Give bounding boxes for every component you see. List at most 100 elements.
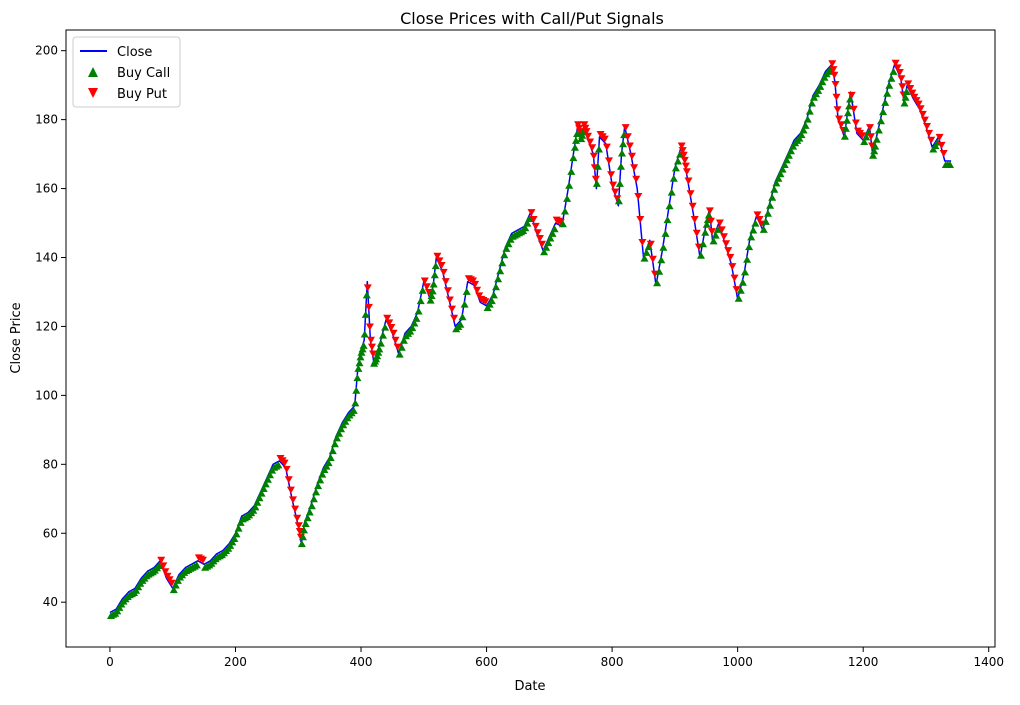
buy-put-marker <box>286 486 295 494</box>
buy-put-marker <box>720 233 728 241</box>
buy-call-marker <box>309 495 318 503</box>
buy-put-marker <box>611 188 620 196</box>
buy-put-marker <box>630 164 639 172</box>
buy-put-marker <box>868 142 877 150</box>
buy-call-marker <box>772 179 781 187</box>
legend: Close Buy Call Buy Put <box>72 36 181 108</box>
buy-put-marker <box>705 207 714 215</box>
y-tick-label: 60 <box>43 526 58 540</box>
buy-put-marker <box>527 209 536 217</box>
buy-put-marker <box>607 171 616 179</box>
buy-call-marker <box>704 211 713 219</box>
buy-call-marker <box>844 109 852 117</box>
buy-call-marker <box>307 502 316 510</box>
buy-call-marker <box>502 244 511 252</box>
buy-put-marker <box>634 193 643 200</box>
buy-call-marker <box>523 219 532 227</box>
y-tick-label: 120 <box>35 319 58 333</box>
buy-put-marker <box>294 522 303 530</box>
buy-put-marker <box>728 263 737 271</box>
buy-call-marker <box>569 154 578 162</box>
buy-put-marker <box>732 286 741 294</box>
buy-put-marker <box>435 257 444 265</box>
buy-put-marker <box>387 324 396 331</box>
x-axis: 0 200 400 600 800 1000 1200 1400 <box>106 647 1004 669</box>
buy-call-marker <box>676 150 685 158</box>
buy-call-marker <box>713 225 722 233</box>
buy-call-marker <box>900 99 909 107</box>
buy-put-marker <box>908 89 917 97</box>
buy-put-marker <box>686 190 695 198</box>
buy-put-marker <box>471 280 480 288</box>
buy-put-marker <box>586 138 595 146</box>
buy-call-marker <box>871 142 880 150</box>
x-tick-label: 200 <box>224 655 247 669</box>
buy-put-marker <box>623 133 632 141</box>
buy-put-marker <box>439 268 448 276</box>
x-tick-label: 1200 <box>848 655 879 669</box>
buy-put-marker <box>681 162 690 170</box>
buy-call-marker <box>615 179 624 187</box>
buy-call-marker <box>354 364 363 372</box>
y-tick-label: 80 <box>43 457 58 471</box>
buy-put-marker <box>481 298 490 306</box>
buy-call-marker <box>644 243 653 251</box>
buy-put-marker <box>849 105 858 113</box>
buy-call-marker <box>565 181 574 189</box>
buy-put-marker <box>535 235 544 242</box>
buy-call-marker <box>883 89 892 97</box>
y-tick-label: 180 <box>35 113 58 127</box>
buy-call-marker <box>335 429 344 437</box>
buy-put-marker <box>920 116 929 124</box>
buy-call-marker <box>619 140 628 148</box>
buy-put-marker <box>295 528 304 535</box>
legend-box <box>72 36 181 108</box>
buy-call-marker <box>355 359 364 367</box>
buy-call-marker <box>261 480 270 488</box>
buy-call-marker <box>418 286 427 294</box>
buy-call-marker <box>870 147 879 155</box>
buy-put-marker <box>707 217 715 225</box>
buy-call-marker <box>738 278 747 286</box>
buy-call-marker <box>709 237 718 245</box>
buy-call-marker <box>665 202 674 210</box>
buy-call-marker <box>818 78 827 86</box>
buy-put-marker <box>726 253 735 261</box>
buy-call-marker <box>253 498 262 506</box>
buy-call-marker <box>778 165 787 173</box>
buy-call-marker <box>774 174 783 182</box>
buy-put-marker <box>161 568 170 576</box>
buy-call-marker <box>395 350 404 358</box>
buy-call-marker <box>155 562 164 569</box>
buy-call-marker <box>540 248 549 256</box>
buy-call-marker <box>770 185 779 193</box>
buy-call-marker <box>521 224 530 232</box>
buy-put-marker <box>363 284 372 292</box>
buy-put-marker <box>591 175 600 183</box>
legend-down-triangle-swatch <box>88 88 98 98</box>
buy-call-marker <box>356 353 365 361</box>
buy-put-marker <box>679 151 688 159</box>
buy-call-marker <box>192 561 201 569</box>
buy-call-marker <box>745 243 754 251</box>
buy-call-marker <box>761 217 770 225</box>
buy-call-marker <box>595 145 603 153</box>
buy-call-marker <box>846 95 855 103</box>
buy-call-marker <box>360 330 369 338</box>
y-tick-label: 100 <box>35 388 58 402</box>
buy-put-marker <box>755 216 764 223</box>
buy-call-marker <box>251 503 260 511</box>
buy-put-marker <box>715 219 724 227</box>
buy-put-marker <box>891 59 900 67</box>
buy-call-marker <box>881 98 890 106</box>
buy-call-marker <box>542 243 551 251</box>
buy-call-marker <box>701 228 710 236</box>
buy-call-marker <box>901 93 910 101</box>
buy-put-marker <box>847 91 856 99</box>
y-tick-label: 40 <box>43 595 58 609</box>
buy-call-marker <box>887 74 896 82</box>
buy-put-marker <box>837 121 846 129</box>
buy-call-marker <box>874 126 883 134</box>
